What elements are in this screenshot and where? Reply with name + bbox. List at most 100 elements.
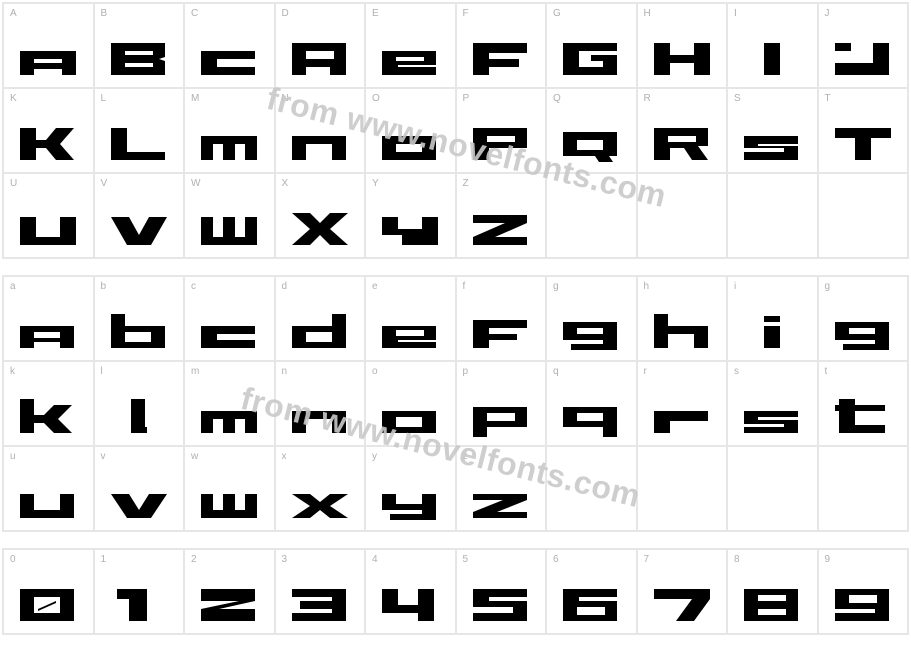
cell-label: i	[734, 281, 736, 292]
glyph-cell	[818, 446, 909, 531]
glyph-cell: z	[456, 446, 547, 531]
cell-label: v	[101, 451, 106, 462]
glyph-U-icon	[4, 209, 93, 251]
glyph-T-icon	[819, 124, 908, 166]
glyph-cell: 4	[365, 549, 456, 634]
cell-label: N	[282, 93, 289, 104]
glyph-D-icon	[276, 39, 365, 81]
glyph-a-icon	[4, 312, 93, 354]
glyph-cell: S	[727, 88, 818, 173]
cell-label: 5	[463, 554, 469, 565]
cell-label: S	[734, 93, 741, 104]
cell-label: P	[463, 93, 470, 104]
glyph-cell: b	[94, 276, 185, 361]
glyph-r-icon	[638, 397, 727, 439]
glyph-cell: s	[727, 361, 818, 446]
glyph-cell: f	[456, 276, 547, 361]
glyph-p-icon	[457, 397, 546, 439]
glyph-G-icon	[547, 39, 636, 81]
glyph-cell: N	[275, 88, 366, 173]
cell-label: 8	[734, 554, 740, 565]
cell-label: 2	[191, 554, 197, 565]
cell-label: f	[463, 281, 466, 292]
cell-label: s	[734, 366, 739, 377]
cell-label: I	[734, 8, 737, 19]
cell-label: d	[282, 281, 288, 292]
glyph-c-icon	[185, 312, 274, 354]
glyph-grid: abcdefghigklmnopqrstuvwxyz	[2, 275, 909, 532]
glyph-k-icon	[4, 397, 93, 439]
glyph-A-icon	[4, 39, 93, 81]
glyph-cell: X	[275, 173, 366, 258]
glyph-l-icon	[95, 397, 184, 439]
glyph-cell: m	[184, 361, 275, 446]
glyph-b-icon	[95, 312, 184, 354]
glyph-M-icon	[185, 124, 274, 166]
glyph-cell: 0	[3, 549, 94, 634]
glyph-cell: 9	[818, 549, 909, 634]
glyph-cell: M	[184, 88, 275, 173]
cell-label: A	[10, 8, 17, 19]
glyph-u-icon	[4, 482, 93, 524]
cell-label: U	[10, 178, 17, 189]
glyph-X-icon	[276, 209, 365, 251]
glyph-Y-icon	[366, 209, 455, 251]
glyph-cell	[818, 173, 909, 258]
glyph-cell: R	[637, 88, 728, 173]
cell-label: u	[10, 451, 16, 462]
glyph-cell: T	[818, 88, 909, 173]
glyph-h-icon	[638, 312, 727, 354]
glyph-cell: d	[275, 276, 366, 361]
glyph-cell: K	[3, 88, 94, 173]
glyph-cell: l	[94, 361, 185, 446]
glyph-3-icon	[276, 585, 365, 627]
glyph-cell	[637, 446, 728, 531]
glyph-f-icon	[457, 312, 546, 354]
glyph-J-icon	[819, 39, 908, 81]
glyph-q-icon	[547, 397, 636, 439]
cell-label: M	[191, 93, 199, 104]
glyph-cell: y	[365, 446, 456, 531]
cell-label: H	[644, 8, 651, 19]
cell-label: V	[101, 178, 108, 189]
glyph-7-icon	[638, 585, 727, 627]
glyph-cell: o	[365, 361, 456, 446]
glyph-cell: v	[94, 446, 185, 531]
cell-label: E	[372, 8, 379, 19]
glyph-cell: H	[637, 3, 728, 88]
cell-label: m	[191, 366, 199, 377]
cell-label: 1	[101, 554, 107, 565]
cell-label: w	[191, 451, 198, 462]
glyph-cell: g	[546, 276, 637, 361]
glyph-cell: a	[3, 276, 94, 361]
glyph-O-icon	[366, 124, 455, 166]
glyph-cell: c	[184, 276, 275, 361]
glyph-s-icon	[728, 397, 817, 439]
glyph-K-icon	[4, 124, 93, 166]
glyph-P-icon	[457, 124, 546, 166]
cell-label: O	[372, 93, 380, 104]
glyph-grid: ABCDEFGHIJKLMNOPQRSTUVWXYZ	[2, 2, 909, 259]
cell-label: Q	[553, 93, 561, 104]
cell-label: r	[644, 366, 647, 377]
glyph-cell: W	[184, 173, 275, 258]
cell-label: 9	[825, 554, 831, 565]
glyph-C-icon	[185, 39, 274, 81]
glyph-cell: h	[637, 276, 728, 361]
glyph-8-icon	[728, 585, 817, 627]
cell-label: n	[282, 366, 288, 377]
glyph-v-icon	[95, 482, 184, 524]
cell-label: R	[644, 93, 651, 104]
glyph-6-icon	[547, 585, 636, 627]
cell-label: 3	[282, 554, 288, 565]
glyph-E-icon	[366, 39, 455, 81]
glyph-n-icon	[276, 397, 365, 439]
glyph-4-icon	[366, 585, 455, 627]
cell-label: o	[372, 366, 378, 377]
glyph-cell: p	[456, 361, 547, 446]
glyph-cell: Y	[365, 173, 456, 258]
glyph-grid: 0123456789	[2, 548, 909, 635]
glyph-L-icon	[95, 124, 184, 166]
cell-label: J	[825, 8, 830, 19]
glyph-cell: 6	[546, 549, 637, 634]
